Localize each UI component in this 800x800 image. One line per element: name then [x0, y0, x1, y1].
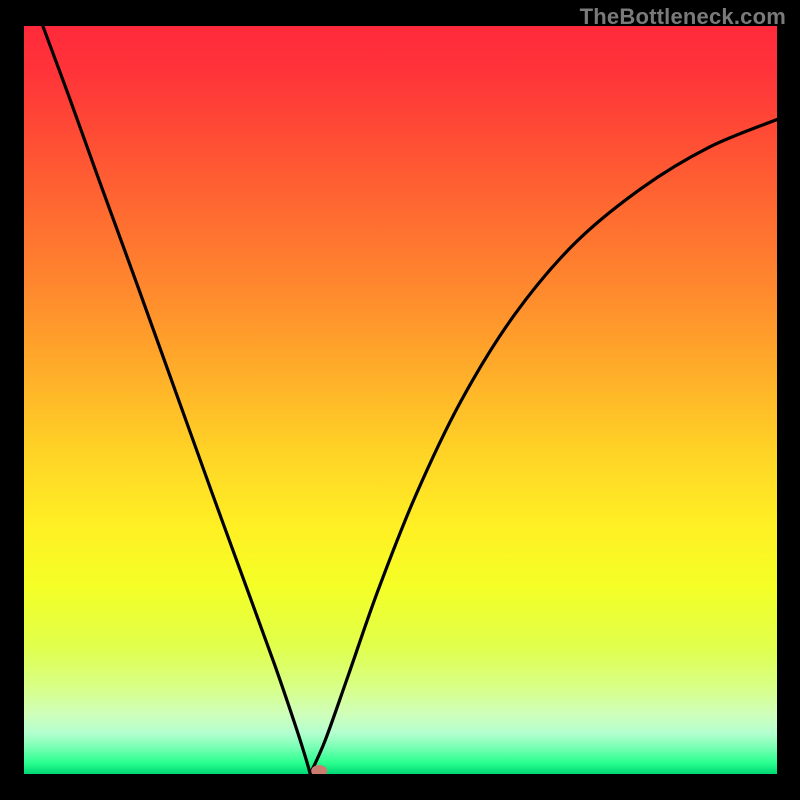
bottleneck-chart	[24, 26, 777, 774]
gradient-background	[24, 26, 777, 774]
chart-frame: TheBottleneck.com	[0, 0, 800, 800]
